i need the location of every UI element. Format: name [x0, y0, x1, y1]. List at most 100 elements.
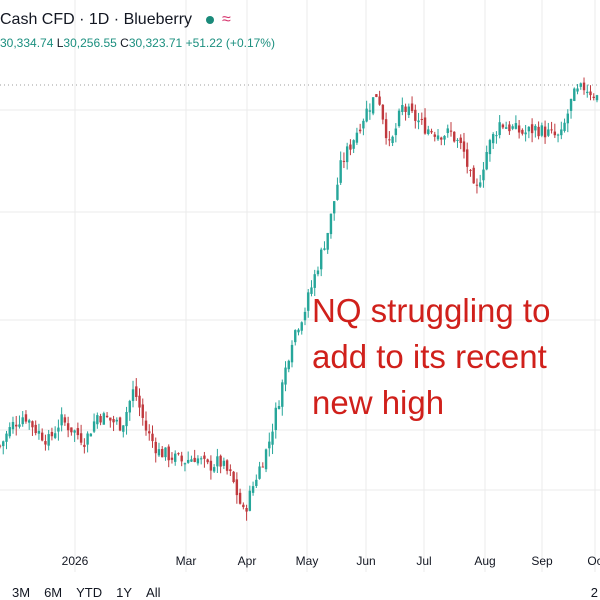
- candle-body: [488, 140, 492, 155]
- candle-body: [63, 417, 67, 423]
- candle-body: [222, 460, 226, 466]
- candle-body: [196, 458, 200, 464]
- candle-body: [573, 88, 576, 101]
- ohlc-readout: 30,334.74 L30,256.55 C30,323.71 +51.22 (…: [0, 36, 275, 50]
- candle-body: [131, 389, 135, 401]
- candle-body: [0, 445, 2, 447]
- candle-body: [521, 129, 524, 134]
- candle-body: [381, 104, 385, 120]
- range-ytd-button[interactable]: YTD: [76, 585, 103, 600]
- ohlc-close: 30,323.71: [128, 36, 183, 50]
- candle-body: [326, 232, 329, 250]
- x-tick-label: Jul: [416, 554, 431, 568]
- candle-body: [235, 479, 239, 496]
- candle-body: [579, 83, 582, 87]
- candle-body: [79, 433, 83, 443]
- candle-body: [576, 88, 579, 92]
- candle-body: [443, 135, 446, 140]
- x-tick-label: May: [296, 554, 319, 568]
- candle-body: [112, 419, 115, 423]
- candle-body: [122, 425, 125, 432]
- candle-body: [436, 135, 440, 140]
- candle-body: [183, 463, 187, 465]
- candle-body: [245, 508, 248, 512]
- wave-icon[interactable]: ≈: [222, 11, 231, 28]
- candle-body: [459, 137, 462, 144]
- candle-body: [498, 122, 501, 136]
- candle-body: [462, 141, 466, 152]
- candle-body: [560, 129, 563, 136]
- range-1y-button[interactable]: 1Y: [116, 585, 133, 600]
- candle-body: [453, 131, 456, 142]
- candle-body: [563, 122, 566, 131]
- candle-body: [268, 441, 271, 449]
- candle-body: [320, 249, 323, 270]
- candle-body: [427, 129, 430, 135]
- candle-body: [216, 456, 219, 467]
- candle-body: [355, 132, 359, 143]
- candle-body: [57, 427, 60, 432]
- candle-body: [96, 415, 99, 425]
- candle-body: [141, 404, 144, 418]
- candle-body: [589, 91, 592, 96]
- ohlc-low: 30,256.55: [63, 36, 117, 50]
- candle-body: [475, 184, 479, 186]
- candle-body: [550, 129, 553, 131]
- symbol-label[interactable]: Cash CFD · 1D · Blueberry: [0, 11, 193, 28]
- candle-body: [514, 123, 518, 129]
- candle-body: [540, 125, 544, 136]
- range-6m-button[interactable]: 6M: [44, 585, 63, 600]
- candle-body: [154, 441, 157, 454]
- candle-body: [70, 427, 73, 433]
- candle-body: [401, 105, 404, 112]
- candle-body: [297, 329, 300, 333]
- candle-body: [313, 274, 316, 288]
- candle-body: [592, 96, 595, 98]
- candle-body: [73, 430, 76, 433]
- candle-body: [569, 98, 573, 111]
- candle-body: [128, 400, 131, 413]
- candle-body: [167, 446, 170, 461]
- candle-body: [534, 125, 537, 131]
- candle-body: [118, 417, 122, 431]
- candle-body: [225, 460, 229, 471]
- candle-body: [170, 457, 174, 460]
- range-3m-button[interactable]: 3M: [12, 585, 31, 600]
- candle-body: [371, 97, 375, 114]
- candle-body: [92, 421, 96, 432]
- candle-body: [50, 431, 54, 437]
- market-open-dot-icon: [206, 16, 215, 24]
- candle-body: [362, 120, 365, 129]
- x-tick-label: Apr: [238, 554, 257, 568]
- candle-body: [433, 134, 436, 137]
- candle-body: [527, 126, 531, 132]
- candle-body: [47, 434, 50, 446]
- candle-body: [157, 449, 161, 456]
- candle-body: [229, 469, 232, 472]
- symbol-header[interactable]: Cash CFD · 1D · Blueberry ≈: [0, 8, 231, 32]
- x-tick-label: Jun: [356, 554, 375, 568]
- range-all-button[interactable]: All: [146, 585, 161, 600]
- candle-body: [384, 119, 388, 139]
- candle-body: [485, 151, 488, 170]
- candle-body: [115, 419, 119, 422]
- candle-body: [469, 169, 472, 171]
- candle-body: [316, 270, 320, 275]
- candle-body: [537, 126, 540, 137]
- candle-body: [495, 135, 498, 137]
- candle-body: [161, 448, 164, 458]
- candle-body: [446, 128, 449, 134]
- candle-body: [206, 459, 209, 463]
- candle-body: [212, 467, 216, 472]
- chart-annotation: NQ struggling to add to its recent new h…: [312, 292, 551, 421]
- ohlc-change: +51.22 (+0.17%): [185, 36, 275, 50]
- candle-body: [31, 421, 34, 428]
- candle-body: [125, 411, 128, 427]
- ohlc-close-key: C: [120, 36, 129, 50]
- candle-body: [105, 415, 109, 418]
- candle-body: [135, 386, 138, 397]
- corner-label: 2: [590, 585, 598, 600]
- candle-body: [8, 427, 11, 437]
- candle-body: [138, 395, 141, 408]
